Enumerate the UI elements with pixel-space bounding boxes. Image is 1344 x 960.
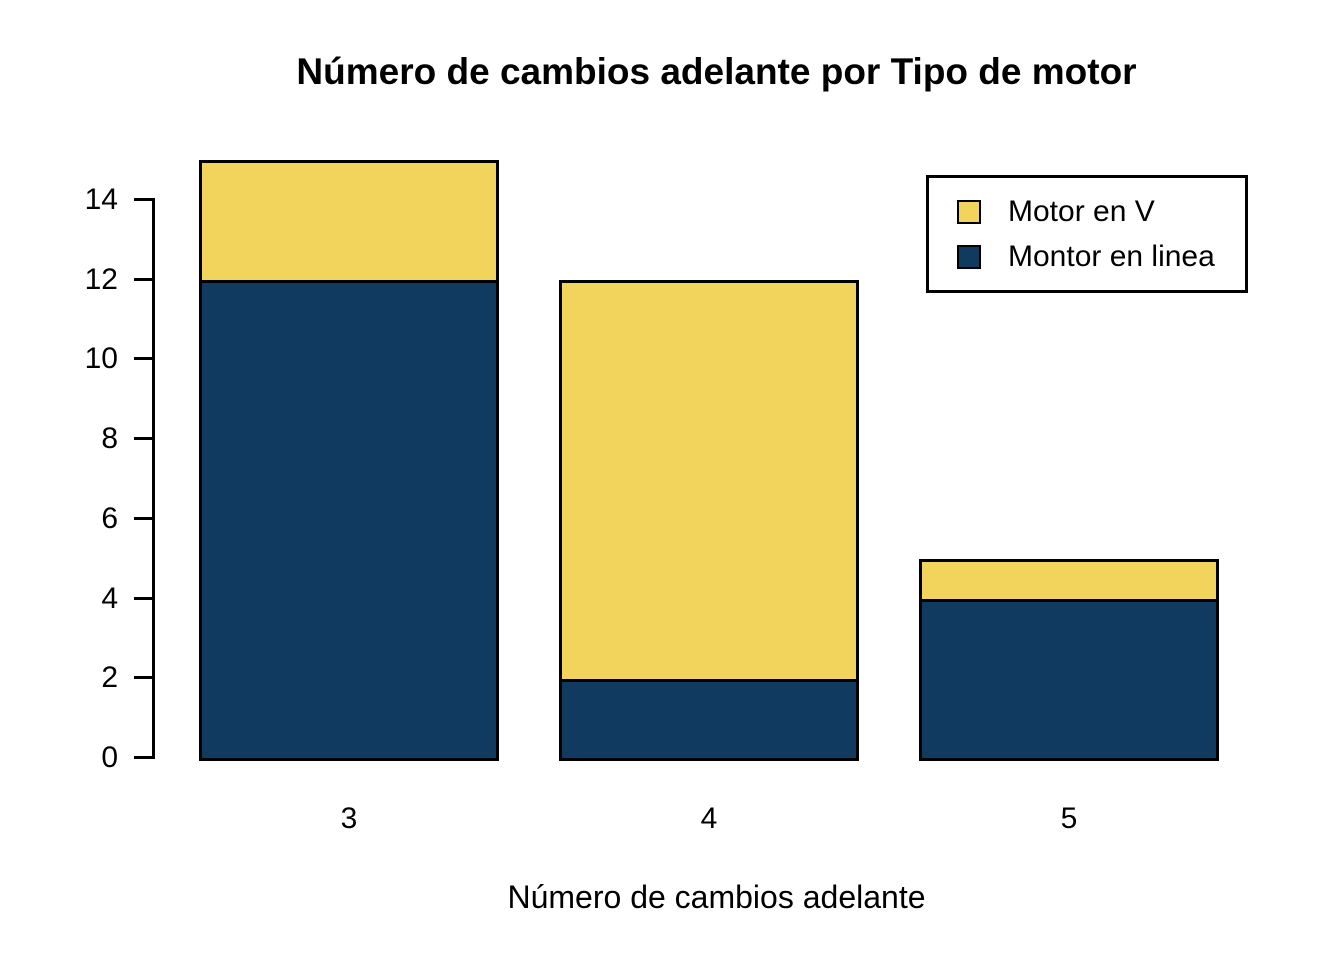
bar-segment (562, 283, 856, 682)
legend: Motor en V Montor en linea (926, 175, 1248, 293)
legend-swatch (957, 244, 981, 269)
legend-item: Montor en linea (957, 239, 1245, 273)
x-category-label: 3 (340, 802, 358, 835)
y-tick-mark (134, 597, 152, 600)
y-axis-line (152, 198, 155, 759)
y-tick-mark (134, 357, 152, 360)
y-tick-mark (134, 437, 152, 440)
y-tick-label: 2 (101, 661, 118, 694)
y-tick-label: 4 (101, 582, 118, 615)
y-tick-mark (134, 676, 152, 679)
legend-swatch (957, 199, 981, 224)
y-tick-label: 6 (101, 502, 118, 535)
y-tick-label: 10 (84, 342, 118, 375)
bar-segment (922, 602, 1216, 758)
y-tick-label: 12 (84, 263, 118, 296)
y-tick-label: 14 (84, 183, 118, 216)
y-tick-mark (134, 278, 152, 281)
y-tick-mark (134, 198, 152, 201)
y-tick-mark (134, 517, 152, 520)
y-tick-label: 8 (101, 422, 118, 455)
x-category-label: 4 (700, 802, 718, 835)
bar-segment (202, 163, 496, 283)
bar-stack (199, 160, 499, 761)
bar-segment (202, 283, 496, 758)
bar-segment (562, 682, 856, 758)
x-category-label: 5 (1060, 802, 1078, 835)
bar-stack (919, 559, 1219, 761)
legend-item: Motor en V (957, 194, 1245, 228)
y-tick-label: 0 (101, 741, 118, 774)
legend-item-label: Montor en linea (1008, 239, 1215, 273)
chart-title: Número de cambios adelante por Tipo de m… (296, 51, 1137, 92)
bar-stack (559, 280, 859, 761)
legend-item-label: Motor en V (1008, 194, 1155, 228)
y-tick-mark (134, 756, 152, 759)
bar-segment (922, 562, 1216, 602)
x-axis-title: Número de cambios adelante (507, 879, 926, 915)
